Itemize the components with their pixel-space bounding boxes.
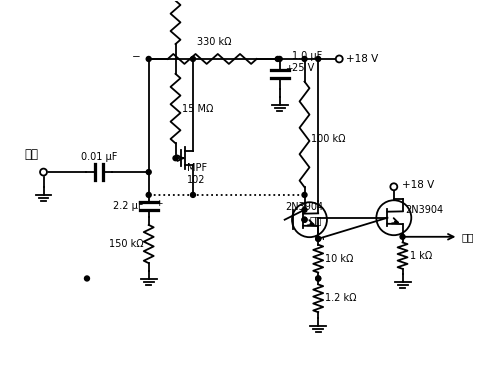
Circle shape <box>400 234 405 239</box>
Circle shape <box>316 57 321 61</box>
Text: 1.0 μF
25 V: 1.0 μF 25 V <box>292 51 322 73</box>
Text: 2.2 μF: 2.2 μF <box>113 201 144 211</box>
Text: 输出: 输出 <box>461 232 474 242</box>
Circle shape <box>316 276 321 281</box>
Circle shape <box>302 217 307 222</box>
Circle shape <box>146 170 151 174</box>
Text: +18 V: +18 V <box>402 180 434 190</box>
Text: 100 kΩ: 100 kΩ <box>311 134 346 144</box>
Circle shape <box>316 236 321 241</box>
Circle shape <box>40 169 47 176</box>
Text: 输出: 输出 <box>309 215 322 225</box>
Circle shape <box>302 207 307 212</box>
Text: +: + <box>285 64 292 73</box>
Text: 150 kΩ: 150 kΩ <box>109 239 144 249</box>
Circle shape <box>277 57 282 61</box>
Circle shape <box>302 192 307 197</box>
Text: 10 kΩ: 10 kΩ <box>325 254 353 264</box>
Circle shape <box>390 183 397 190</box>
Circle shape <box>190 192 195 197</box>
Text: 0.01 μF: 0.01 μF <box>81 152 117 162</box>
Text: 2N3904: 2N3904 <box>405 205 443 215</box>
Circle shape <box>84 276 90 281</box>
Text: 1.2 kΩ: 1.2 kΩ <box>325 293 357 303</box>
Text: 1 kΩ: 1 kΩ <box>410 251 432 261</box>
Circle shape <box>302 57 307 61</box>
Circle shape <box>302 217 307 222</box>
Text: MPF
102: MPF 102 <box>187 163 207 185</box>
Text: +18 V: +18 V <box>346 54 378 64</box>
Text: 输入: 输入 <box>25 148 39 161</box>
Text: 2N3904: 2N3904 <box>286 202 324 212</box>
Circle shape <box>173 156 178 161</box>
Circle shape <box>316 236 321 241</box>
Text: −: − <box>132 52 141 62</box>
Text: +: + <box>155 199 162 208</box>
Text: 330 kΩ: 330 kΩ <box>197 37 231 47</box>
Circle shape <box>146 57 151 61</box>
Circle shape <box>146 192 151 197</box>
Circle shape <box>275 57 280 61</box>
Circle shape <box>190 57 195 61</box>
Text: 15 MΩ: 15 MΩ <box>183 104 214 114</box>
Circle shape <box>316 276 321 281</box>
Circle shape <box>336 55 343 62</box>
